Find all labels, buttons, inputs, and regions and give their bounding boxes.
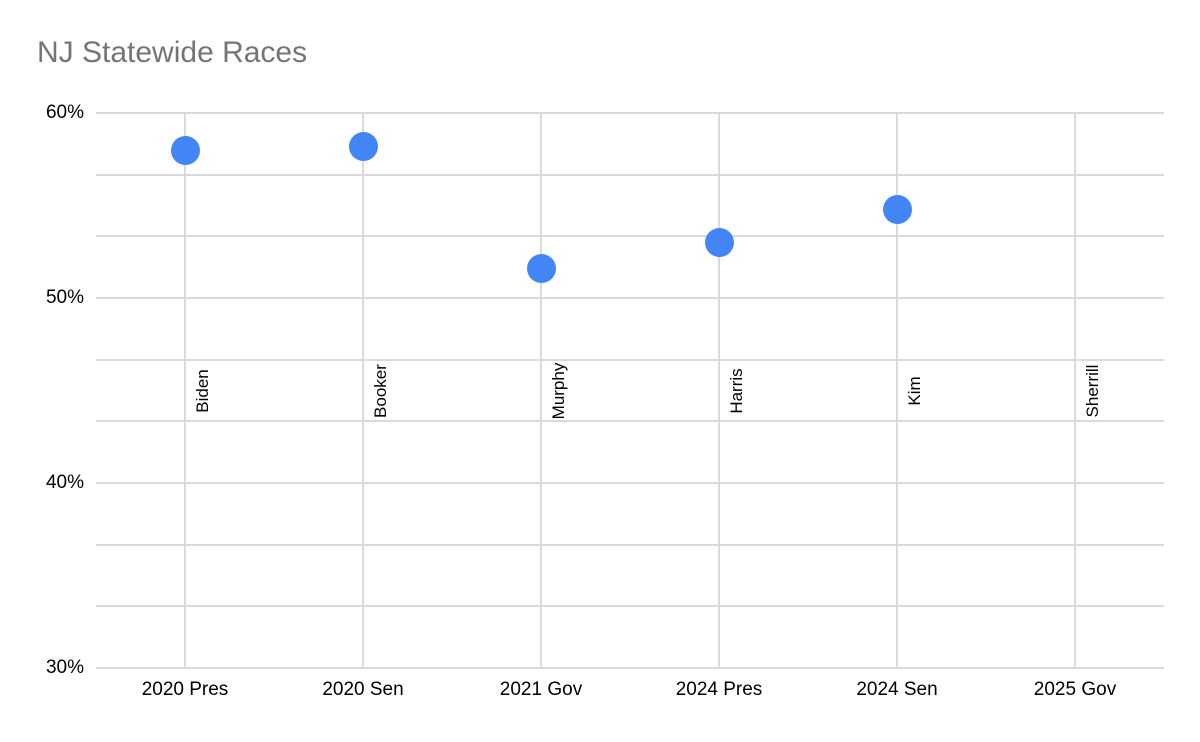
x-axis-tick-label: 2024 Sen — [856, 679, 938, 700]
candidate-label-kim: Kim — [905, 375, 924, 406]
data-point-murphy[interactable] — [526, 253, 556, 283]
column-gridline — [184, 113, 186, 668]
chart-title: NJ Statewide Races — [37, 36, 308, 69]
candidate-label-booker: Booker — [371, 363, 390, 418]
major-gridline — [96, 482, 1164, 484]
major-gridline — [96, 112, 1164, 114]
data-point-kim[interactable] — [882, 194, 912, 224]
minor-gridline — [96, 358, 1164, 361]
minor-gridline — [96, 235, 1164, 238]
column-gridline — [718, 113, 720, 668]
major-gridline — [96, 297, 1164, 299]
data-point-booker[interactable] — [348, 131, 378, 161]
column-gridline — [1074, 113, 1076, 668]
y-axis-tick-label: 30% — [45, 657, 84, 678]
x-axis-tick-label: 2021 Gov — [499, 679, 583, 700]
y-axis-tick-label: 50% — [45, 287, 84, 308]
major-gridline — [96, 667, 1164, 669]
y-axis-tick-label: 60% — [45, 102, 84, 123]
x-axis-tick-label: 2024 Pres — [675, 679, 763, 700]
data-point-biden[interactable] — [170, 135, 200, 165]
candidate-label-biden: Biden — [193, 368, 212, 413]
minor-gridline — [96, 605, 1164, 608]
candidate-label-murphy: Murphy — [549, 362, 568, 419]
x-axis-tick-label: 2025 Gov — [1033, 679, 1117, 700]
column-gridline — [362, 113, 364, 668]
column-gridline — [896, 113, 898, 668]
y-axis-tick-label: 40% — [45, 472, 84, 493]
minor-gridline — [96, 173, 1164, 176]
minor-gridline — [96, 420, 1164, 423]
data-point-harris[interactable] — [704, 228, 734, 257]
x-axis-tick-label: 2020 Pres — [141, 679, 229, 700]
minor-gridline — [96, 543, 1164, 546]
column-gridline — [540, 113, 542, 668]
candidate-label-sherrill: Sherrill — [1083, 364, 1102, 417]
x-axis-tick-label: 2020 Sen — [322, 679, 404, 700]
candidate-label-harris: Harris — [727, 367, 746, 414]
